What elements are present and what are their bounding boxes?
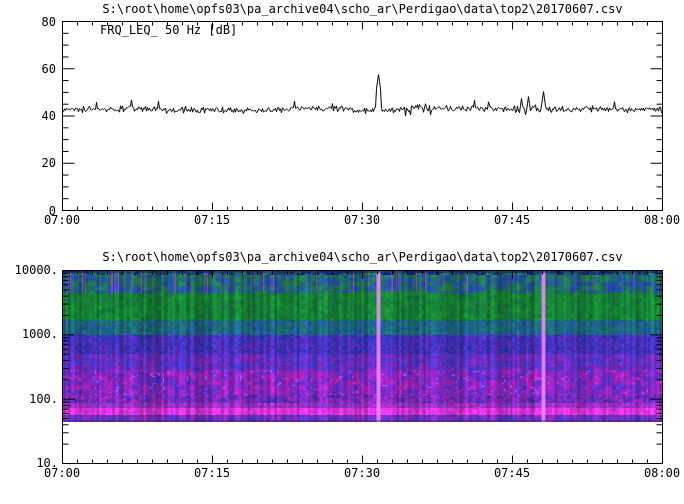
x-tick-label: 08:00 [643,213,681,227]
x-tick-label: 07:00 [43,213,81,227]
y-tick-label: 10. [36,456,58,470]
y-tick-label: 0 [48,204,56,218]
x-tick-label: 07:45 [493,213,531,227]
x-tick-label: 07:30 [343,466,381,480]
series-label: FRQ_LEQ_ 50 Hz [dB] [100,23,238,37]
y-tick-label: 10000. [14,263,58,277]
x-tick-label: 07:30 [343,213,381,227]
y-tick-label: 80 [41,15,56,29]
top-chart-title: S:\root\home\opfs03\pa_archive04\scho_ar… [102,2,623,16]
spectrogram-canvas [62,270,663,464]
x-tick-label: 07:15 [193,466,231,480]
x-tick-label: 07:45 [493,466,531,480]
y-tick-label: 40 [41,109,56,123]
y-tick-label: 100. [29,392,58,406]
x-tick-label: 07:15 [193,213,231,227]
bottom-chart-title: S:\root\home\opfs03\pa_archive04\scho_ar… [102,250,623,264]
y-tick-label: 1000. [21,327,58,341]
y-tick-label: 20 [41,156,56,170]
y-tick-label: 60 [41,62,56,76]
x-tick-label: 07:00 [43,466,81,480]
top-chart-canvas [62,21,663,211]
x-tick-label: 08:00 [643,466,681,480]
